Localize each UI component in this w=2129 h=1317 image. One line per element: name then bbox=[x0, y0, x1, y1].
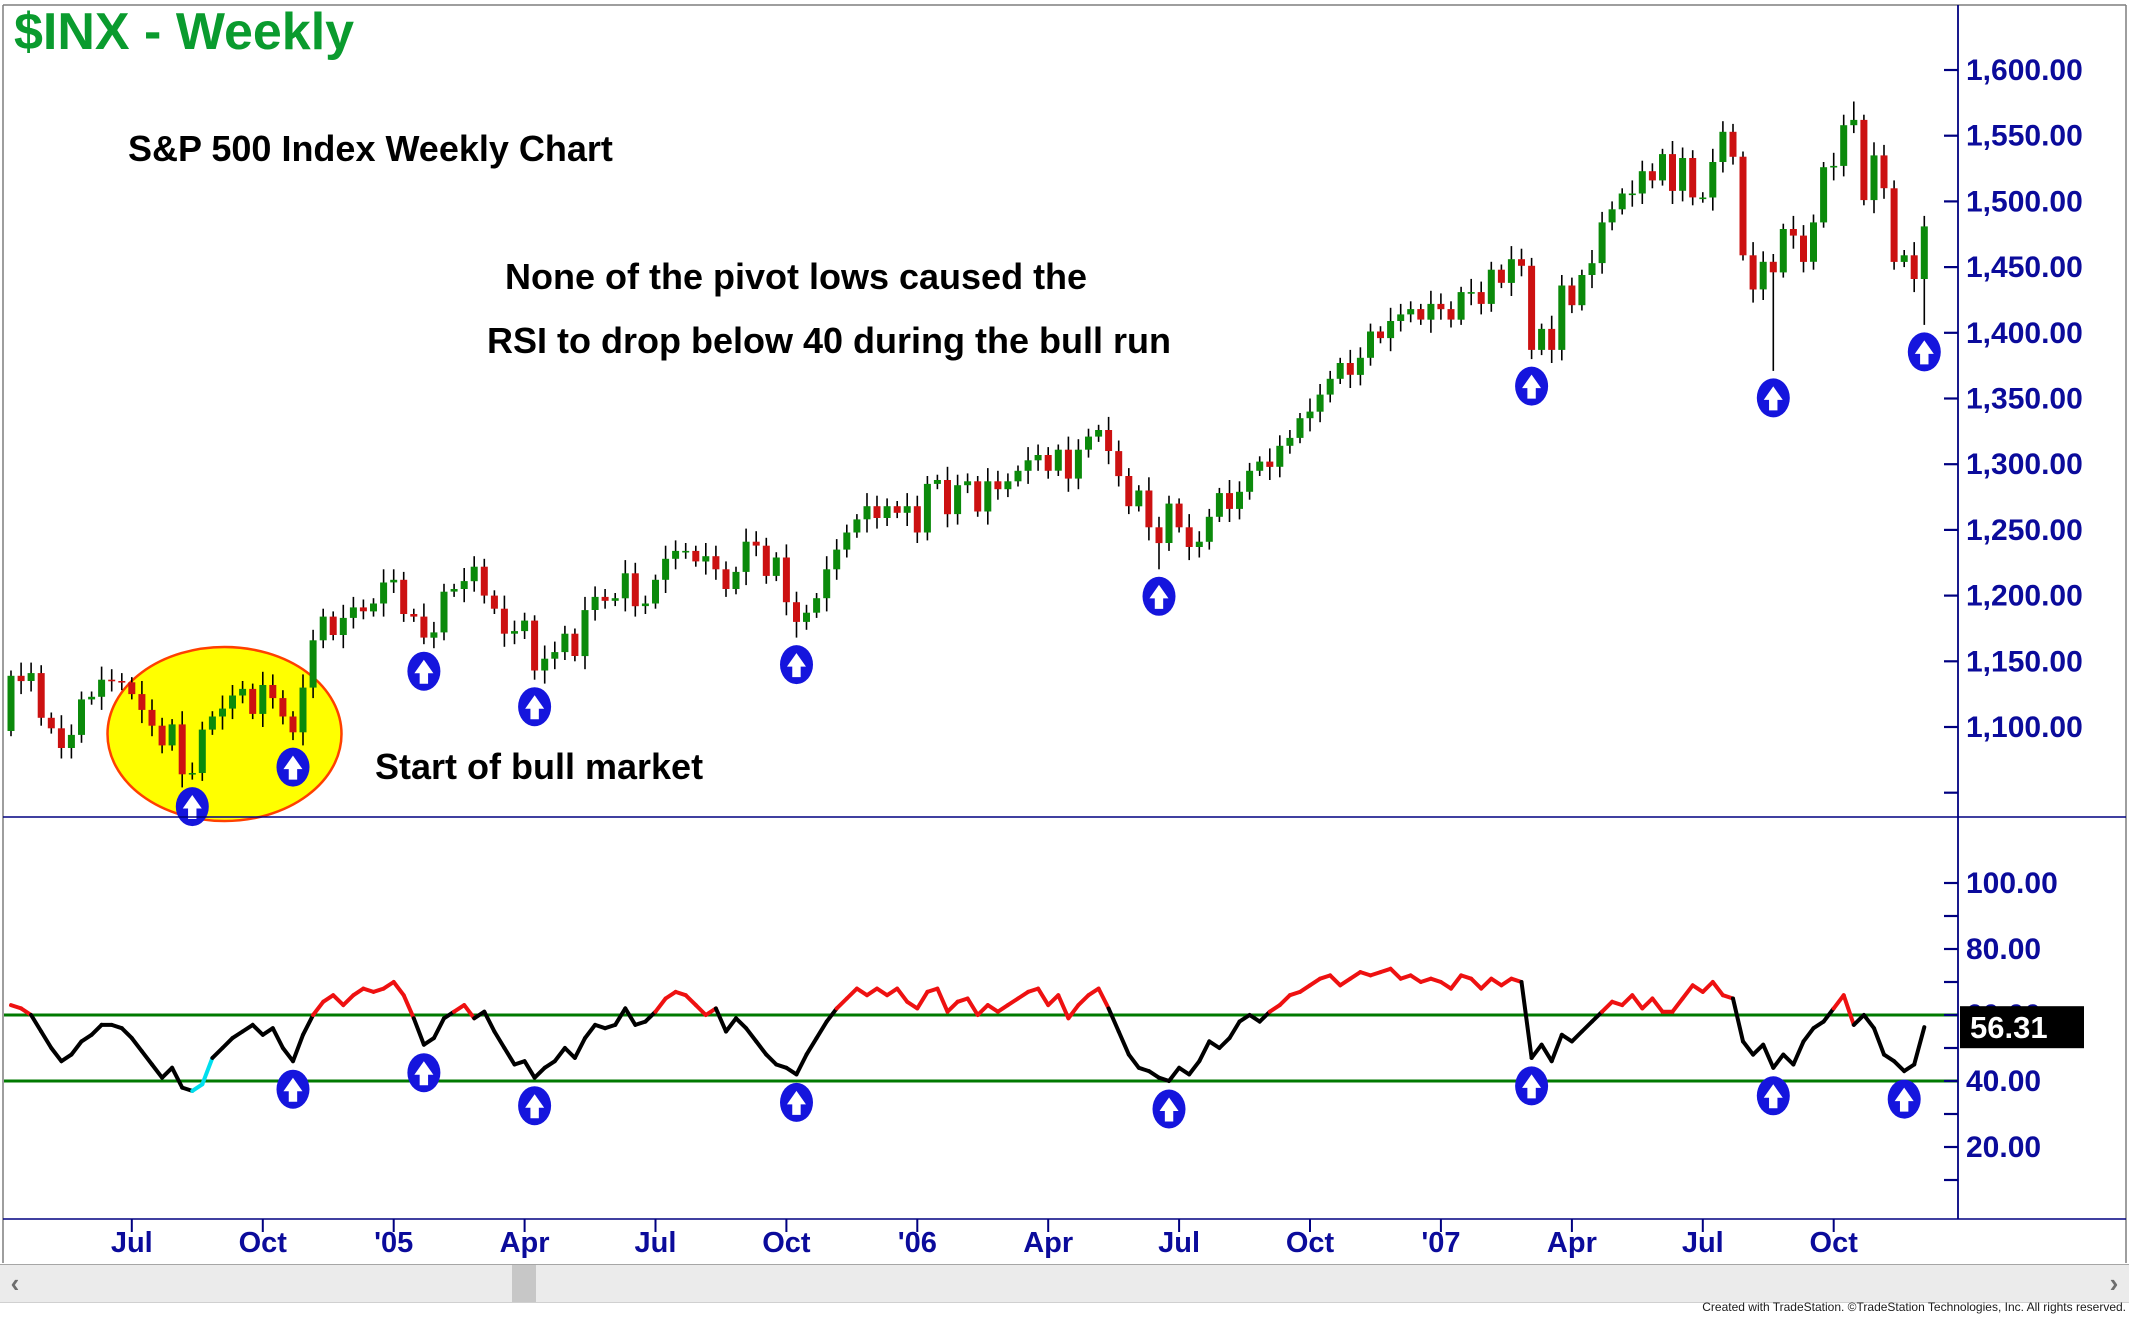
scrollbar-thumb[interactable] bbox=[512, 1265, 536, 1302]
pivot-up-arrow-icon bbox=[1907, 332, 1941, 372]
annotation-pivot-note-line1: None of the pivot lows caused the bbox=[505, 256, 1088, 297]
pivot-up-arrow-icon bbox=[780, 645, 813, 685]
chart-caption: S&P 500 Index Weekly Chart bbox=[128, 128, 613, 169]
rsi-threshold-lines bbox=[4, 1013, 1958, 1083]
svg-text:1,150.00: 1,150.00 bbox=[1966, 645, 2083, 678]
svg-text:Jul: Jul bbox=[1682, 1227, 1724, 1259]
rsi-value-box: 56.31 bbox=[1960, 1006, 2084, 1049]
svg-text:1,600.00: 1,600.00 bbox=[1966, 54, 2083, 87]
annotation-bull-market: Start of bull market bbox=[375, 746, 704, 787]
price-axis: 1,600.00 1,550.00 1,500.00 1,450.00 1,400.00… bbox=[1944, 54, 2083, 794]
pivot-up-arrow-icon bbox=[518, 1086, 552, 1126]
svg-text:Jul: Jul bbox=[1158, 1227, 1200, 1259]
chevron-left-icon: ‹ bbox=[10, 1268, 20, 1298]
svg-text:20.00: 20.00 bbox=[1966, 1131, 2041, 1164]
svg-text:'07: '07 bbox=[1421, 1227, 1460, 1259]
svg-text:'06: '06 bbox=[898, 1227, 937, 1259]
svg-text:1,300.00: 1,300.00 bbox=[1966, 448, 2083, 481]
pivot-up-arrow-icon bbox=[518, 687, 552, 727]
annotation-pivot-note-line2: RSI to drop below 40 during the bull run bbox=[487, 320, 1171, 361]
rsi-line bbox=[9, 966, 1927, 1093]
tradestation-credit: Created with TradeStation. ©TradeStation… bbox=[1702, 1300, 2126, 1314]
pivot-up-arrow-icon bbox=[1515, 1066, 1549, 1106]
pivot-up-arrow-icon bbox=[407, 651, 441, 691]
svg-text:1,550.00: 1,550.00 bbox=[1966, 120, 2083, 153]
pivot-up-arrow-icon bbox=[1515, 366, 1549, 406]
pivot-up-arrow-icon bbox=[276, 1069, 310, 1109]
svg-text:1,350.00: 1,350.00 bbox=[1966, 383, 2083, 416]
svg-text:Jul: Jul bbox=[111, 1227, 153, 1259]
svg-text:56.31: 56.31 bbox=[1970, 1010, 2048, 1045]
pivot-up-arrow-icon bbox=[1756, 378, 1790, 418]
pivot-up-arrow-icon bbox=[1756, 1076, 1790, 1116]
svg-text:Oct: Oct bbox=[1810, 1227, 1859, 1259]
svg-text:Oct: Oct bbox=[762, 1227, 811, 1259]
svg-text:Oct: Oct bbox=[239, 1227, 288, 1259]
svg-text:1,500.00: 1,500.00 bbox=[1966, 185, 2083, 218]
svg-text:'05: '05 bbox=[374, 1227, 413, 1259]
svg-text:100.00: 100.00 bbox=[1966, 867, 2058, 900]
pivot-up-arrow-icon bbox=[1887, 1079, 1921, 1119]
svg-text:1,250.00: 1,250.00 bbox=[1966, 514, 2083, 547]
pivot-up-arrow-icon bbox=[407, 1053, 441, 1093]
scrollbar-left-button[interactable]: ‹ bbox=[2, 1265, 28, 1302]
pivot-up-arrow-icon bbox=[175, 787, 209, 827]
svg-text:Apr: Apr bbox=[500, 1227, 550, 1259]
svg-text:80.00: 80.00 bbox=[1966, 933, 2041, 966]
svg-text:Apr: Apr bbox=[1023, 1227, 1073, 1259]
svg-text:1,450.00: 1,450.00 bbox=[1966, 251, 2083, 284]
pivot-up-arrow-icon bbox=[276, 747, 310, 787]
horizontal-scrollbar[interactable]: ‹ › bbox=[0, 1264, 2129, 1303]
svg-text:1,100.00: 1,100.00 bbox=[1966, 711, 2083, 744]
svg-text:1,400.00: 1,400.00 bbox=[1966, 317, 2083, 350]
pivot-up-arrow-icon bbox=[780, 1082, 813, 1122]
chevron-right-icon: › bbox=[2109, 1268, 2119, 1298]
svg-text:Oct: Oct bbox=[1286, 1227, 1335, 1259]
svg-text:Apr: Apr bbox=[1547, 1227, 1597, 1259]
time-axis: Jul Oct '05 Apr Jul Oct '06 Apr Jul Oct '07 Apr Jul O… bbox=[111, 1219, 1858, 1259]
svg-text:1,200.00: 1,200.00 bbox=[1966, 580, 2083, 613]
candlestick-series bbox=[7, 101, 1928, 788]
pane-borders bbox=[2, 4, 2127, 1263]
pivot-up-arrow-icon bbox=[1152, 1089, 1186, 1129]
svg-text:40.00: 40.00 bbox=[1966, 1065, 2041, 1098]
svg-text:Jul: Jul bbox=[635, 1227, 677, 1259]
scrollbar-right-button[interactable]: › bbox=[2101, 1265, 2127, 1302]
symbol-title: $INX - Weekly bbox=[14, 3, 355, 61]
highlight-ellipse bbox=[106, 645, 343, 823]
pivot-up-arrow-icon bbox=[1142, 576, 1176, 616]
